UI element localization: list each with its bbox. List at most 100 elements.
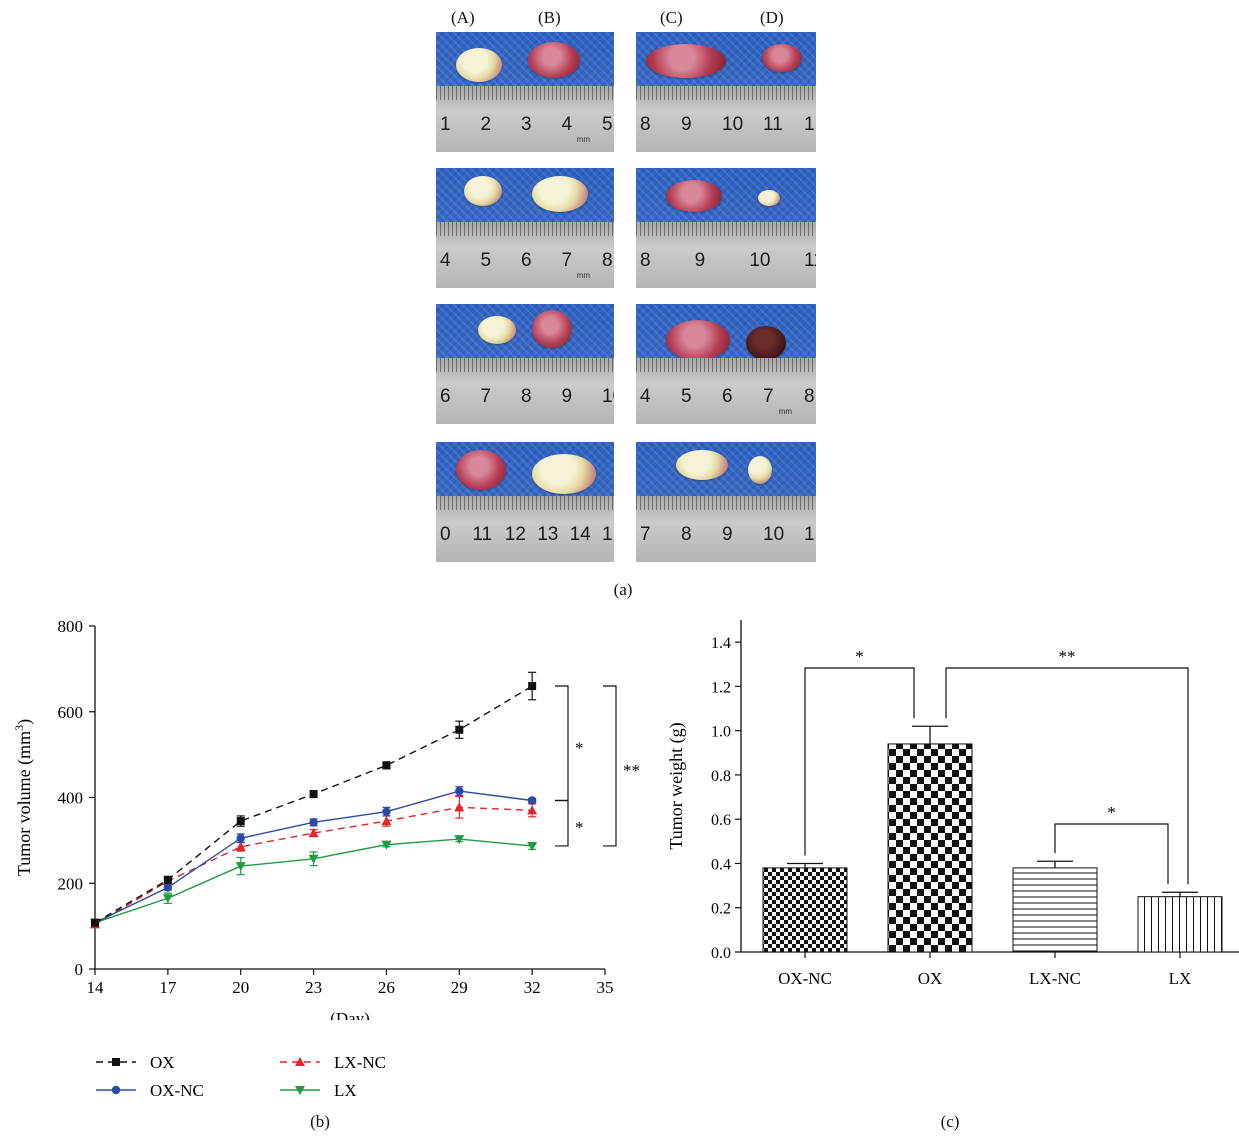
- tumor-photo: 7 8 9 10 1: [636, 442, 816, 562]
- legend-label: OX-NC: [150, 1081, 204, 1100]
- triangle-down-marker: [235, 862, 246, 872]
- ruler-number: 9: [722, 524, 733, 545]
- ruler-number: 8: [681, 524, 692, 545]
- ruler-number: 9: [681, 114, 692, 135]
- ruler-ticks: [636, 86, 816, 100]
- tumor-specimen: [528, 42, 580, 78]
- x-tick-label: 35: [597, 978, 614, 997]
- y-tick-label: 800: [58, 617, 84, 636]
- triangle-down-marker: [162, 894, 173, 904]
- tumor-specimen: [456, 48, 502, 82]
- ruler-ticks: [436, 358, 614, 372]
- y-axis-title-close: ): [14, 719, 35, 725]
- ruler-number: 1: [804, 114, 815, 135]
- tumor-specimen: [666, 320, 730, 360]
- significance-bracket: [804, 667, 915, 856]
- ruler-ticks: [436, 222, 614, 236]
- tumor-specimen: [646, 44, 726, 78]
- tumor-specimen: [676, 450, 728, 480]
- tumor-specimen: [758, 190, 780, 206]
- ruler-number: 4: [440, 250, 451, 271]
- y-tick-label: 0.8: [711, 768, 731, 785]
- legend-square-marker: [112, 1058, 120, 1066]
- ruler-number: 8: [804, 386, 815, 407]
- square-marker: [528, 682, 537, 691]
- y-tick-label: 0.0: [711, 945, 731, 962]
- ruler-ticks: [636, 222, 816, 236]
- y-tick-label: 0.4: [711, 856, 731, 873]
- ruler-number: 5: [681, 386, 692, 407]
- ruler-unit: mm: [576, 135, 590, 144]
- ruler-number: 6: [521, 250, 532, 271]
- circle-marker: [382, 807, 391, 816]
- ruler-ticks: [436, 496, 614, 510]
- y-axis-title: Tumor weight (g): [666, 722, 687, 849]
- triangle-down-marker: [527, 841, 538, 851]
- bar-OX: [887, 743, 973, 953]
- tumor-photo: 1 2 3 4 5 mm: [436, 32, 614, 152]
- circle-marker: [527, 796, 537, 805]
- tumor-specimen: [762, 44, 802, 72]
- ruler: 8 9 10 11: [636, 222, 816, 288]
- y-tick-label: 0: [75, 960, 84, 979]
- ruler-number: 12: [504, 524, 526, 545]
- square-marker: [91, 918, 99, 927]
- triangle-up-marker: [454, 802, 465, 812]
- y-tick-label: 0.6: [711, 812, 731, 829]
- ruler-ticks: [436, 86, 614, 100]
- y-axis-title: Tumor volume (mm3): [12, 719, 35, 876]
- panel-label-c: (c): [940, 1112, 960, 1131]
- x-tick-label: OX-NC: [778, 969, 832, 988]
- bar-LX: [1137, 896, 1223, 953]
- significance-bracket: [555, 685, 569, 802]
- legend-triangle-up-marker: [295, 1057, 305, 1066]
- ruler-ticks: [636, 496, 816, 510]
- x-tick-label: LX-NC: [1029, 969, 1081, 988]
- square-marker: [455, 725, 464, 734]
- ruler-number: 1: [440, 114, 451, 135]
- tumor-photo: 4 5 6 7 8 mm: [636, 304, 816, 424]
- square-marker: [163, 875, 172, 884]
- column-header-c: (C): [660, 8, 683, 27]
- ruler-number: 2: [480, 114, 492, 135]
- tumor-weight-bar-chart: 0.0 0.2 0.4 0.6 0.8 1.0 1.2 1.4 Tumor weight (g)…: [666, 620, 1239, 988]
- bar-OX-NC: [762, 867, 848, 953]
- triangle-up-marker: [308, 828, 319, 838]
- ruler-number: 11: [763, 114, 783, 135]
- ruler-number: 7: [480, 386, 492, 407]
- ruler-number: 6: [722, 386, 733, 407]
- circle-marker: [163, 883, 173, 892]
- column-header-b: (B): [538, 8, 561, 27]
- ruler: 0 11 12 13 14 1: [436, 496, 614, 562]
- ruler-number: 7: [561, 250, 573, 271]
- ruler: 7 8 9 10 1: [636, 496, 816, 562]
- circle-marker: [455, 786, 464, 796]
- series-line: [94, 685, 533, 924]
- ruler-number: 6: [440, 386, 451, 407]
- ruler-number: 8: [640, 250, 651, 271]
- tumor-specimen: [532, 454, 596, 494]
- ruler-unit: mm: [576, 271, 590, 280]
- triangle-up-marker: [527, 805, 538, 815]
- square-marker: [309, 790, 318, 799]
- series-OX: [91, 671, 537, 927]
- x-axis-title: (Day): [330, 1009, 370, 1020]
- tumor-photo: 0 11 12 13 14 1: [436, 442, 614, 562]
- ruler-number: 11: [804, 250, 816, 271]
- ruler-number: 9: [561, 386, 573, 407]
- panel-label-b: (b): [310, 1112, 330, 1131]
- ruler-number: 3: [521, 114, 532, 135]
- significance-mark: *: [575, 738, 584, 757]
- tumor-volume-line-chart: 0 200 400 600 800 14 17 20 23 26 29 32 35 (Day) Tumor …: [12, 617, 640, 1020]
- bar-LX-NC: [1012, 867, 1098, 953]
- tumor-photo: 4 5 6 7 8 mm: [436, 168, 614, 288]
- tumor-specimen: [532, 310, 572, 348]
- ruler: 4 5 6 7 8 mm: [636, 358, 816, 424]
- ruler-number: 10: [763, 524, 785, 545]
- ruler-unit: mm: [778, 407, 792, 416]
- ruler-number: 5: [602, 114, 613, 135]
- ruler: 8 9 10 11 1: [636, 86, 816, 152]
- panel-label-a: (a): [613, 580, 633, 599]
- legend-circle-marker: [111, 1085, 121, 1095]
- tumor-specimen: [532, 176, 588, 212]
